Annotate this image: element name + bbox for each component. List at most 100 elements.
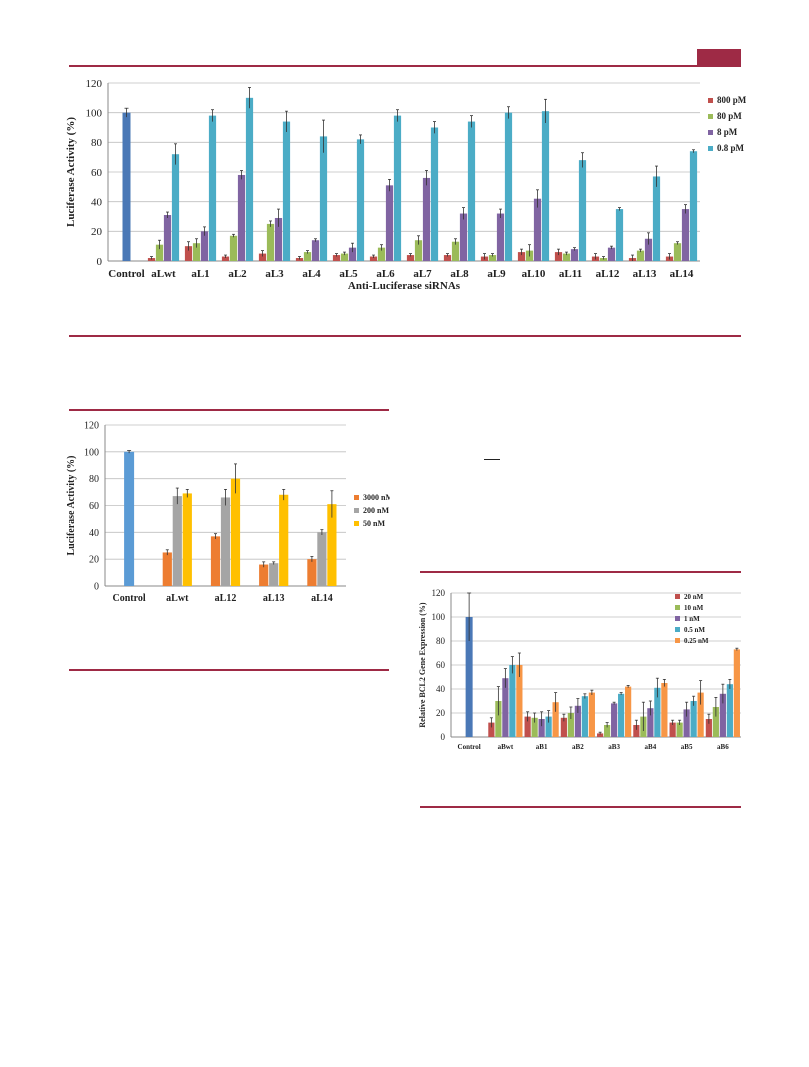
bar	[697, 692, 704, 737]
x-tick-label: aL13	[633, 268, 657, 280]
y-tick-label: 60	[91, 167, 103, 179]
bar	[611, 703, 618, 737]
legend-swatch	[675, 638, 680, 643]
legend-swatch	[708, 146, 713, 151]
y-tick-label: 40	[91, 197, 103, 209]
x-tick-label-control: Control	[458, 743, 481, 751]
bar	[319, 136, 328, 261]
bar	[184, 246, 193, 261]
x-tick-label: aL7	[413, 268, 432, 280]
legend-swatch	[708, 130, 713, 135]
y-axis-label: Luciferase Activity (%)	[66, 456, 77, 556]
bar	[171, 154, 180, 261]
bar	[604, 725, 611, 737]
y-tick-label: 40	[436, 684, 446, 694]
x-tick-label: aB1	[536, 743, 548, 751]
bar	[554, 252, 563, 261]
bar-control	[122, 112, 131, 261]
x-tick-label: aBwt	[498, 743, 514, 751]
x-tick-label: aB3	[608, 743, 620, 751]
bar	[279, 494, 289, 586]
x-tick-label: aL13	[263, 593, 285, 604]
bar	[245, 97, 254, 261]
bar	[192, 243, 201, 261]
bar	[237, 174, 246, 261]
bar	[451, 241, 460, 261]
bar	[531, 717, 538, 737]
y-tick-label: 20	[89, 555, 99, 566]
bar	[258, 253, 267, 261]
x-tick-label: aL6	[376, 268, 395, 280]
header-corner-block	[697, 49, 741, 65]
bar	[221, 256, 230, 261]
bar	[467, 121, 476, 261]
y-axis-label: Luciferase Activity (%)	[65, 117, 77, 227]
bar	[636, 250, 645, 261]
legend-label: 80 pM	[717, 111, 742, 121]
legend-label: 8 pM	[717, 127, 738, 137]
bar	[524, 716, 531, 737]
bar	[163, 215, 172, 261]
bar	[488, 722, 495, 737]
legend-label: 20 nM	[684, 593, 704, 601]
x-tick-label-control: Control	[113, 593, 146, 604]
figure3-top-rule	[420, 571, 741, 573]
bar	[615, 209, 624, 261]
bar	[274, 217, 283, 261]
bar	[578, 160, 587, 261]
bar	[488, 255, 497, 261]
x-axis-label: Anti-Luciferase siRNAs	[348, 280, 461, 292]
figure2-bottom-rule	[69, 669, 389, 671]
bar	[533, 198, 542, 261]
bar	[208, 115, 217, 261]
bar	[733, 649, 740, 737]
bar	[414, 240, 423, 261]
x-tick-label: aL14	[670, 268, 694, 280]
y-tick-label: 40	[89, 528, 99, 539]
bar	[459, 213, 468, 261]
bar-control	[465, 617, 473, 737]
x-tick-label: aB2	[572, 743, 584, 751]
bar	[303, 252, 312, 261]
bar	[340, 253, 349, 261]
bar	[200, 231, 209, 261]
y-tick-label: 80	[89, 474, 99, 485]
bar	[712, 707, 719, 737]
bar	[705, 719, 712, 737]
bar	[644, 238, 653, 261]
bar	[633, 725, 640, 737]
bar	[581, 696, 588, 737]
bar	[690, 701, 697, 737]
x-tick-label: aL2	[228, 268, 247, 280]
y-tick-label: 0	[97, 256, 103, 268]
x-tick-label: aL8	[450, 268, 469, 280]
bar	[676, 722, 683, 737]
bar	[496, 213, 505, 261]
y-tick-label: 120	[432, 588, 446, 598]
bar	[552, 702, 559, 737]
bar	[726, 684, 733, 737]
bar	[430, 127, 439, 261]
x-tick-label: aLwt	[151, 268, 176, 280]
figure2-top-rule	[69, 409, 389, 411]
bar	[570, 249, 579, 261]
bar	[504, 112, 513, 261]
bar	[689, 151, 698, 261]
chart-bcl2-expression: 0 20 40 60 80 100 120 Control aBwt aB1 aB2 aB3 aB4 aB…	[418, 588, 741, 751]
bar	[719, 693, 726, 737]
bar	[647, 708, 654, 737]
y-tick-label: 0	[441, 732, 446, 742]
x-tick-label: aL10	[522, 268, 546, 280]
bar	[443, 255, 452, 261]
bar	[317, 532, 327, 586]
bar	[516, 665, 523, 737]
y-tick-label: 80	[436, 636, 446, 646]
y-tick-label: 100	[432, 612, 446, 622]
legend-swatch	[675, 594, 680, 599]
bar	[406, 255, 415, 261]
bar	[393, 115, 402, 261]
bar	[269, 563, 279, 586]
figure1-bottom-rule	[69, 335, 741, 337]
x-tick-label: aB4	[645, 743, 657, 751]
bar	[369, 256, 378, 261]
